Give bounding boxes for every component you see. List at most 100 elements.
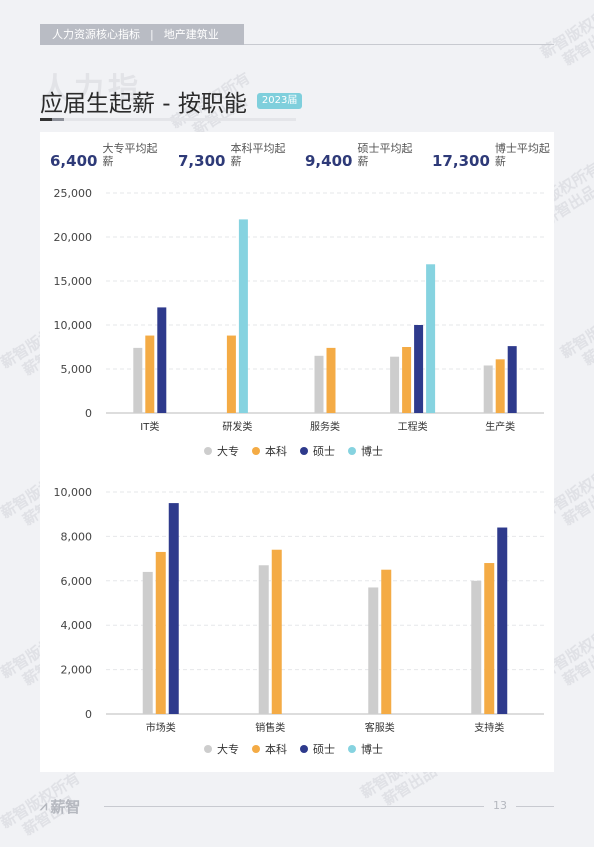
bar-大专-客服类 <box>368 587 379 714</box>
bar-大专-IT类 <box>133 347 143 413</box>
y-tick-label: 0 <box>85 708 92 721</box>
header-industry: 地产建筑业 <box>163 28 219 41</box>
y-tick-label: 4,000 <box>61 619 93 632</box>
bar-硕士-支持类 <box>497 527 508 714</box>
bar-本科-生产类 <box>495 359 505 413</box>
legend-marker <box>348 447 356 455</box>
legend-label: 博士 <box>361 743 383 756</box>
bar-大专-服务类 <box>314 355 324 413</box>
legend-marker <box>252 745 260 753</box>
title-bar-light <box>64 118 296 121</box>
page-title: 应届生起薪 - 按职能 2023届 <box>40 84 303 118</box>
y-tick-label: 10,000 <box>54 319 93 332</box>
bar-大专-销售类 <box>258 565 269 714</box>
legend-marker <box>204 745 212 753</box>
legend-label: 本科 <box>265 444 287 458</box>
stat-value: 6,400 <box>50 152 98 170</box>
legend-label: 博士 <box>361 445 383 458</box>
watermark-line1: 薪智版权所有 <box>557 298 594 362</box>
watermark-line2: 薪智出品 <box>559 22 594 70</box>
y-tick-label: 15,000 <box>54 275 93 288</box>
bar-大专-市场类 <box>142 571 153 714</box>
bar-博士-研发类 <box>238 219 248 413</box>
legend-label: 硕士 <box>313 445 335 458</box>
x-tick-label: 支持类 <box>474 721 504 734</box>
footer-logo-text: 薪智 <box>50 798 81 816</box>
stat-value: 7,300 <box>178 152 226 170</box>
footer-logo: ⩘ 薪智 <box>40 796 80 817</box>
stat-master: 9,400 硕士平均起薪 <box>305 142 419 170</box>
bar-本科-支持类 <box>484 563 495 714</box>
y-tick-label: 20,000 <box>54 231 93 244</box>
bar-硕士-市场类 <box>168 503 179 714</box>
bar-大专-支持类 <box>471 580 482 714</box>
legend-marker <box>348 745 356 753</box>
legend-marker <box>252 447 260 455</box>
bar-本科-IT类 <box>145 335 155 413</box>
year-badge: 2023届 <box>256 93 303 109</box>
x-tick-label: 市场类 <box>146 721 176 734</box>
x-tick-label: 生产类 <box>485 420 515 433</box>
stat-value: 17,300 <box>432 152 490 170</box>
y-tick-label: 8,000 <box>61 530 93 543</box>
bar-本科-服务类 <box>326 347 336 413</box>
bar-本科-客服类 <box>381 569 392 714</box>
legend-marker <box>300 447 308 455</box>
y-tick-label: 0 <box>85 407 92 420</box>
legend-label: 大专 <box>217 742 239 756</box>
bar-本科-市场类 <box>155 551 166 714</box>
stat-doctor: 17,300 博士平均起薪 <box>432 142 557 170</box>
stat-label: 本科平均起薪 <box>230 142 286 168</box>
bar-硕士-IT类 <box>157 307 167 413</box>
x-tick-label: 销售类 <box>255 721 285 734</box>
legend-marker <box>204 447 212 455</box>
y-tick-label: 10,000 <box>54 486 93 499</box>
header-section: 人力资源核心指标 <box>52 28 140 41</box>
page-title-text: 应届生起薪 - 按职能 <box>40 91 247 117</box>
stat-bachelor: 7,300 本科平均起薪 <box>178 142 292 170</box>
page-number: 13 <box>493 799 507 812</box>
logo-mark-icon: ⩘ <box>40 799 48 814</box>
stat-associate: 6,400 大专平均起薪 <box>50 142 164 170</box>
bar-本科-销售类 <box>271 549 282 714</box>
stat-label: 大专平均起薪 <box>102 142 158 168</box>
bar-硕士-生产类 <box>507 346 517 413</box>
legend-marker <box>300 745 308 753</box>
watermark-line2: 薪智出品 <box>579 322 594 370</box>
legend-label: 本科 <box>265 742 287 756</box>
bar-博士-工程类 <box>426 264 436 413</box>
bar-大专-工程类 <box>390 356 400 413</box>
x-tick-label: 研发类 <box>222 420 252 433</box>
ghost-title: 人力指 <box>40 72 142 107</box>
header-separator: | <box>150 28 154 41</box>
legend-label: 硕士 <box>313 743 335 756</box>
header-tag: 人力资源核心指标 | 地产建筑业 <box>40 24 244 45</box>
y-tick-label: 25,000 <box>54 187 93 200</box>
bar-本科-工程类 <box>402 347 412 413</box>
bar-硕士-工程类 <box>414 325 424 413</box>
title-bar-dark <box>40 118 52 121</box>
x-tick-label: IT类 <box>140 420 159 433</box>
x-tick-label: 客服类 <box>365 721 395 734</box>
chart-card: 6,400 大专平均起薪 7,300 本科平均起薪 9,400 硕士平均起薪 1… <box>40 132 554 772</box>
y-tick-label: 5,000 <box>61 363 93 376</box>
bar-chart-bottom: 10,000 8,000 6,000 4,000 2,000 0 市场类 销售类 客服类 支持类大… <box>54 486 544 756</box>
legend-label: 大专 <box>217 444 239 458</box>
stat-label: 硕士平均起薪 <box>357 142 413 168</box>
watermark-line1: 薪智版权所有 <box>537 0 594 62</box>
y-tick-label: 6,000 <box>61 575 93 588</box>
stat-label: 博士平均起薪 <box>494 142 550 168</box>
header-divider <box>244 44 554 45</box>
title-bar-mid <box>52 118 64 121</box>
x-tick-label: 服务类 <box>310 420 340 433</box>
watermark-text: 薪智版权所有薪智出品 <box>537 0 594 77</box>
footer-divider-left <box>104 806 484 807</box>
x-tick-label: 工程类 <box>398 420 428 433</box>
bar-本科-研发类 <box>226 335 236 413</box>
footer-divider-right <box>516 806 554 807</box>
stat-value: 9,400 <box>305 152 353 170</box>
bar-大专-生产类 <box>483 365 493 413</box>
watermark-text: 薪智版权所有薪智出品 <box>557 299 594 377</box>
y-tick-label: 2,000 <box>61 664 93 677</box>
bar-chart-top: 25,000 20,000 15,000 10,000 5,000 0 IT类 研发类 服务类 工… <box>54 187 544 458</box>
